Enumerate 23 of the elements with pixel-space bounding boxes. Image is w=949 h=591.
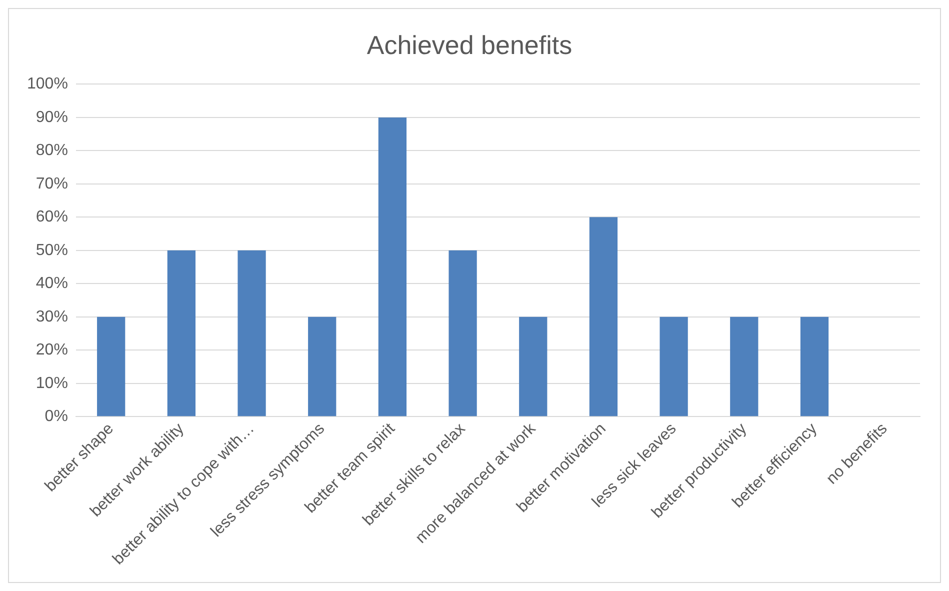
y-tick-label: 70% xyxy=(36,175,68,192)
y-tick-label: 100% xyxy=(27,76,68,93)
bar xyxy=(167,250,196,416)
bar xyxy=(448,250,477,416)
bar xyxy=(800,316,829,416)
y-tick-label: 0% xyxy=(44,408,68,425)
y-tick-label: 40% xyxy=(36,275,68,292)
bar xyxy=(730,316,758,416)
y-tick-label: 20% xyxy=(36,342,68,359)
y-tick-label: 90% xyxy=(36,108,68,126)
y-tick-label: 60% xyxy=(36,208,68,226)
bar xyxy=(519,316,548,416)
bar xyxy=(378,117,407,416)
chart-title: Achieved benefits xyxy=(366,30,572,60)
bar xyxy=(308,316,336,416)
bar xyxy=(660,316,688,416)
y-tick-label: 10% xyxy=(36,374,68,392)
y-tick-label: 80% xyxy=(36,142,68,160)
y-tick-label: 30% xyxy=(36,308,68,326)
bar xyxy=(589,217,618,416)
y-tick-label: 50% xyxy=(36,242,68,259)
bar xyxy=(97,316,126,416)
bar xyxy=(238,250,266,416)
